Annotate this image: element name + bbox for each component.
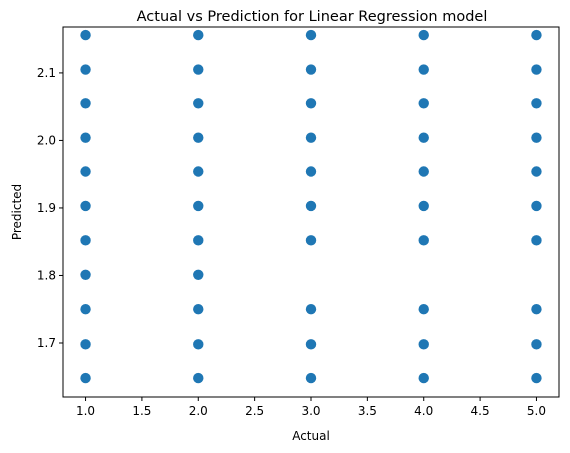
data-point <box>531 235 542 246</box>
data-point <box>418 304 429 315</box>
data-point <box>305 372 317 384</box>
data-point <box>80 269 91 280</box>
data-point <box>193 372 204 384</box>
data-point <box>80 29 91 41</box>
data-point <box>193 235 204 246</box>
data-point <box>80 132 91 143</box>
data-point <box>418 64 429 75</box>
y-tick-label: 2.0 <box>37 133 56 147</box>
data-point <box>305 166 317 177</box>
data-point <box>305 339 317 350</box>
data-point <box>80 64 91 75</box>
data-point <box>305 132 317 143</box>
data-point <box>193 166 204 177</box>
data-point <box>80 372 91 384</box>
data-point <box>531 372 542 384</box>
data-point <box>305 235 317 246</box>
data-point <box>531 29 542 41</box>
x-tick-label: 4.5 <box>471 404 490 418</box>
x-tick-label: 3.5 <box>358 404 377 418</box>
data-point <box>80 304 91 315</box>
data-point <box>531 132 542 143</box>
data-point <box>193 132 204 143</box>
data-point <box>418 98 429 109</box>
data-point <box>531 200 542 212</box>
data-point <box>418 29 429 41</box>
x-axis-label: Actual <box>292 429 330 443</box>
x-tick-label: 4.0 <box>414 404 433 418</box>
data-point <box>531 339 542 350</box>
data-point <box>80 235 91 246</box>
data-point <box>531 166 542 177</box>
data-point <box>531 98 542 109</box>
x-tick-label: 3.0 <box>301 404 320 418</box>
data-point <box>193 98 204 109</box>
data-point <box>418 235 429 246</box>
data-point <box>531 64 542 75</box>
data-point <box>80 98 91 109</box>
data-point <box>418 339 429 350</box>
y-tick-label: 2.1 <box>37 66 56 80</box>
x-tick-label: 2.5 <box>245 404 264 418</box>
data-point <box>305 98 317 109</box>
data-point <box>193 200 204 212</box>
y-tick-label: 1.8 <box>37 268 56 282</box>
x-axis-ticks: 1.0 1.5 2.0 2.5 3.0 3.5 4.0 4.5 5.0 <box>76 397 546 418</box>
data-point <box>193 269 204 280</box>
data-point <box>531 304 542 315</box>
data-point <box>193 29 204 41</box>
y-axis-label: Predicted <box>10 184 24 240</box>
data-point <box>305 64 317 75</box>
x-tick-label: 5.0 <box>527 404 546 418</box>
x-tick-label: 2.0 <box>189 404 208 418</box>
scatter-points <box>80 29 542 384</box>
x-tick-label: 1.0 <box>76 404 95 418</box>
y-tick-label: 1.7 <box>37 336 56 350</box>
data-point <box>418 200 429 212</box>
data-point <box>193 304 204 315</box>
data-point <box>193 64 204 75</box>
data-point <box>80 166 91 177</box>
data-point <box>418 372 429 384</box>
data-point <box>418 132 429 143</box>
data-point <box>80 200 91 212</box>
chart-title: Actual vs Prediction for Linear Regressi… <box>137 9 488 25</box>
y-tick-label: 1.9 <box>37 201 56 215</box>
y-axis-ticks: 1.7 1.8 1.9 2.0 2.1 <box>37 66 63 350</box>
x-tick-label: 1.5 <box>132 404 151 418</box>
data-point <box>305 200 317 212</box>
data-point <box>305 304 317 315</box>
data-point <box>80 339 91 350</box>
data-point <box>305 29 317 41</box>
data-point <box>418 166 429 177</box>
data-point <box>193 339 204 350</box>
